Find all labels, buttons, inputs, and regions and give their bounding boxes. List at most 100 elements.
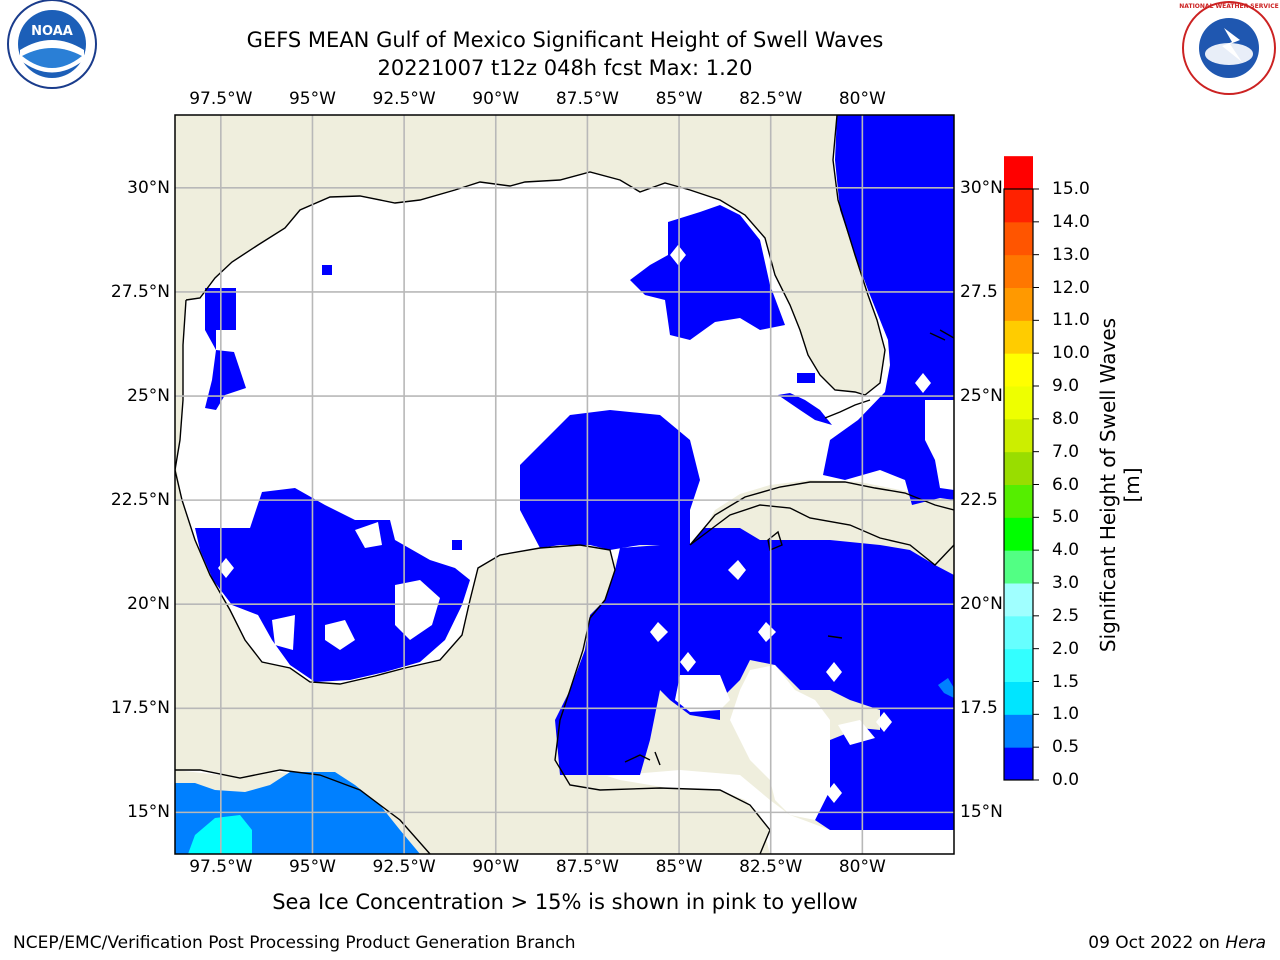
lat-tick-left: 25°N xyxy=(127,386,170,407)
colorbar-tick-label: 14.0 xyxy=(1052,211,1090,232)
lon-tick-top: 85°W xyxy=(655,89,703,109)
colorbar-swatch xyxy=(1004,484,1033,518)
swell-speck-2 xyxy=(452,540,462,550)
colorbar-tick-label: 1.0 xyxy=(1052,704,1080,725)
lat-tick-right: 15°N xyxy=(960,802,1003,823)
colorbar-swatch xyxy=(1004,189,1033,223)
swell-keys xyxy=(778,393,832,425)
credit-branch: NCEP/EMC/Verification Post Processing Pr… xyxy=(13,933,576,953)
colorbar-tick-label: 4.0 xyxy=(1052,540,1080,561)
nws-logo: NATIONAL WEATHER SERVICE xyxy=(1179,1,1279,95)
colorbar-tick-label: 0.5 xyxy=(1052,737,1080,758)
colorbar-swatch xyxy=(1004,221,1033,256)
lat-tick-right: 20°N xyxy=(960,594,1003,615)
lon-tick-bottom: 82.5°W xyxy=(739,857,803,877)
colorbar-swatch xyxy=(1004,583,1033,617)
mexico-land xyxy=(175,460,770,854)
lon-tick-top: 90°W xyxy=(472,89,520,109)
credit-date-text: 09 Oct 2022 on xyxy=(1088,933,1226,953)
lon-tick-bottom: 87.5°W xyxy=(555,857,619,877)
lon-tick-bottom: 85°W xyxy=(655,857,703,877)
colorbar-tick-label: 6.0 xyxy=(1052,474,1080,495)
colorbar-swatch xyxy=(1004,550,1033,584)
colorbar-swatch xyxy=(1004,254,1033,288)
colorbar-tick-label: 2.0 xyxy=(1052,638,1080,659)
colorbar-swatch xyxy=(1004,320,1033,354)
swell-central-south xyxy=(520,410,700,550)
swell-west-texas xyxy=(205,288,246,410)
lon-tick-bottom: 92.5°W xyxy=(372,857,436,877)
noaa-logo: NOAA xyxy=(7,0,97,89)
lat-tick-left: 20°N xyxy=(127,594,170,615)
colorbar-swatch xyxy=(1004,747,1033,781)
map-area xyxy=(175,115,954,854)
colorbar xyxy=(1003,156,1039,781)
lon-tick-top: 97.5°W xyxy=(189,89,253,109)
lat-tick-right: 27.5 xyxy=(960,281,998,302)
colorbar-tick-label: 8.0 xyxy=(1052,408,1080,429)
pacific-swell-high xyxy=(188,815,252,854)
lon-tick-bottom: 80°W xyxy=(838,857,886,877)
colorbar-swatch xyxy=(1004,287,1033,321)
coastlines xyxy=(175,115,954,854)
lon-tick-bottom: 90°W xyxy=(472,857,520,877)
caribbean-swell-spot xyxy=(938,678,954,698)
colorbar-swatch xyxy=(1004,517,1033,551)
swell-holes xyxy=(218,245,954,820)
lon-tick-top: 87.5°W xyxy=(555,89,619,109)
colorbar-tick-label: 2.5 xyxy=(1052,605,1080,626)
lat-tick-right: 17.5 xyxy=(960,698,998,719)
swell-speck-3 xyxy=(797,373,815,383)
swell-east-gulf xyxy=(630,205,785,340)
colorbar-tick-label: 11.0 xyxy=(1052,310,1090,331)
colorbar-tick-label: 9.0 xyxy=(1052,376,1080,396)
sea-ice-note: Sea Ice Concentration > 15% is shown in … xyxy=(272,890,858,914)
credit-date: 09 Oct 2022 on Hera xyxy=(1088,933,1266,953)
lon-tick-bottom: 97.5°W xyxy=(189,857,253,877)
lon-tick-top: 92.5°W xyxy=(372,89,436,109)
colorbar-swatch xyxy=(1004,615,1033,650)
colorbar-tick-label: 13.0 xyxy=(1052,244,1090,265)
swell-florida-atlantic xyxy=(823,115,954,505)
colorbar-tick-label: 15.0 xyxy=(1052,179,1090,199)
lon-tick-top: 80°W xyxy=(838,89,886,109)
swell-bay-campeche xyxy=(195,488,470,682)
colorbar-tick-label: 3.0 xyxy=(1052,573,1080,593)
colorbar-swatch xyxy=(1004,386,1033,420)
lon-tick-top: 95°W xyxy=(288,89,336,109)
lat-tick-left: 17.5°N xyxy=(110,698,170,719)
colorbar-swatch xyxy=(1004,156,1033,190)
colorbar-tick-label: 10.0 xyxy=(1052,343,1090,364)
colorbar-swatch xyxy=(1004,648,1033,682)
colorbar-tick-label: 1.5 xyxy=(1052,671,1080,692)
colorbar-tick-label: 0.0 xyxy=(1052,770,1080,790)
colorbar-swatch xyxy=(1004,451,1033,485)
lat-tick-left: 30°N xyxy=(127,177,170,198)
credit-machine: Hera xyxy=(1225,933,1266,953)
chart-title: GEFS MEAN Gulf of Mexico Significant Hei… xyxy=(246,28,884,52)
colorbar-swatch xyxy=(1004,714,1033,748)
noaa-logo-text: NOAA xyxy=(31,24,73,39)
chart-subtitle: 20221007 t12z 048h fcst Max: 1.20 xyxy=(377,56,753,80)
lat-tick-right: 30°N xyxy=(960,177,1003,198)
cuba-land xyxy=(690,482,954,565)
map-frame xyxy=(174,114,955,855)
lat-tick-left: 15°N xyxy=(127,802,170,823)
lat-tick-left: 22.5°N xyxy=(110,490,170,511)
colorbar-axis-label: Significant Height of Swell Waves [m] xyxy=(1096,317,1144,653)
lon-tick-top: 82.5°W xyxy=(739,89,803,109)
colorbar-tick-label: 12.0 xyxy=(1052,277,1090,298)
lat-tick-left: 27.5°N xyxy=(110,281,170,302)
colorbar-swatch xyxy=(1004,418,1033,453)
lon-tick-bottom: 95°W xyxy=(288,857,336,877)
swell-speck xyxy=(322,265,332,275)
lat-tick-right: 22.5 xyxy=(960,490,998,511)
colorbar-swatch xyxy=(1004,353,1033,387)
gridlines xyxy=(175,115,954,854)
colorbar-swatch xyxy=(1004,681,1033,715)
nws-logo-text: NATIONAL WEATHER SERVICE xyxy=(1179,3,1278,10)
colorbar-tick-label: 5.0 xyxy=(1052,507,1080,528)
colorbar-tick-label: 7.0 xyxy=(1052,441,1080,462)
